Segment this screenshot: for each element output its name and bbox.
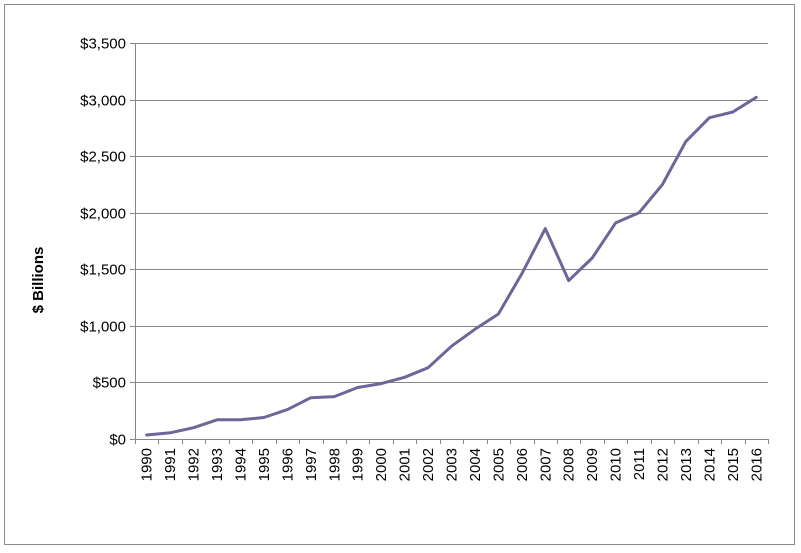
data-point <box>708 116 711 119</box>
data-point <box>473 328 477 331</box>
y-axis-title: $ Billions <box>30 247 47 314</box>
x-tick-label: 2002 <box>420 448 437 481</box>
data-point <box>731 110 734 114</box>
x-tick-label: 2009 <box>584 448 601 481</box>
x-tick-label: 2006 <box>514 448 531 481</box>
data-point <box>614 221 617 225</box>
x-tick-label: 1997 <box>303 448 320 481</box>
data-point <box>637 211 641 214</box>
data-point <box>215 418 219 421</box>
series-line <box>145 95 758 437</box>
x-tick-label: 2008 <box>561 448 578 481</box>
y-tick-label: $2,500 <box>80 149 126 166</box>
x-tick-label: 2011 <box>631 448 648 480</box>
data-point <box>755 96 758 99</box>
x-tick-label: 1998 <box>326 448 343 481</box>
x-tick-label: 1990 <box>139 448 156 481</box>
x-tick-label: 2015 <box>725 448 742 481</box>
x-tick-label: 2000 <box>373 448 390 481</box>
x-tick-label: 1993 <box>209 448 226 481</box>
data-point <box>661 183 664 186</box>
data-point <box>380 382 383 385</box>
data-point <box>684 140 688 143</box>
y-tick-label: $500 <box>93 375 126 392</box>
data-point <box>544 227 547 230</box>
x-tick-label: 2010 <box>608 448 625 481</box>
x-tick-label: 2012 <box>655 448 672 481</box>
x-tick-label: 1995 <box>256 448 273 481</box>
data-point <box>286 408 289 411</box>
data-point <box>333 395 336 398</box>
x-tick-label: 1994 <box>233 448 250 481</box>
data-point <box>567 279 570 282</box>
x-tick-label: 2004 <box>467 448 484 481</box>
y-tick-labels: $0 $500 $1,000 $1,500 $2,000 $2,500 $3,000 $3,5… <box>80 36 126 449</box>
x-tick-label: 2005 <box>490 448 507 481</box>
y-tick-label: $1,000 <box>80 319 126 336</box>
data-point <box>426 366 430 369</box>
data-point <box>403 376 406 379</box>
data-point <box>309 396 312 399</box>
x-tick-label: 1999 <box>350 448 367 481</box>
y-tick-label: $3,000 <box>80 93 126 110</box>
x-tick-labels: 1990 1991 1992 1993 1994 1995 1996 1997 1998 1999… <box>139 448 766 481</box>
y-tick-label: $2,000 <box>80 206 126 223</box>
data-point <box>356 386 359 389</box>
axes <box>130 43 769 444</box>
x-tick-label: 2014 <box>701 448 718 481</box>
data-point <box>262 416 266 419</box>
x-tick-label: 1991 <box>162 448 179 481</box>
x-tick-label: 1992 <box>186 448 203 481</box>
y-tick-label: $0 <box>109 432 126 449</box>
y-tick-label: $1,500 <box>80 262 126 279</box>
data-point <box>520 272 523 275</box>
x-tick-label: 2001 <box>397 448 414 481</box>
y-tick-label: $3,500 <box>80 36 126 53</box>
data-point <box>145 433 148 437</box>
data-point <box>591 256 594 260</box>
data-point <box>497 312 500 316</box>
gridlines <box>135 43 768 383</box>
data-point <box>192 426 195 429</box>
x-tick-label: 1996 <box>279 448 296 481</box>
data-point <box>239 418 242 421</box>
x-tick-label: 2016 <box>748 448 765 481</box>
x-tick-label: 2013 <box>678 448 695 481</box>
x-tick-label: 2007 <box>537 448 554 481</box>
series-group <box>145 95 758 437</box>
data-point <box>169 431 172 434</box>
data-point <box>450 345 453 348</box>
x-tick-label: 2003 <box>444 448 461 481</box>
